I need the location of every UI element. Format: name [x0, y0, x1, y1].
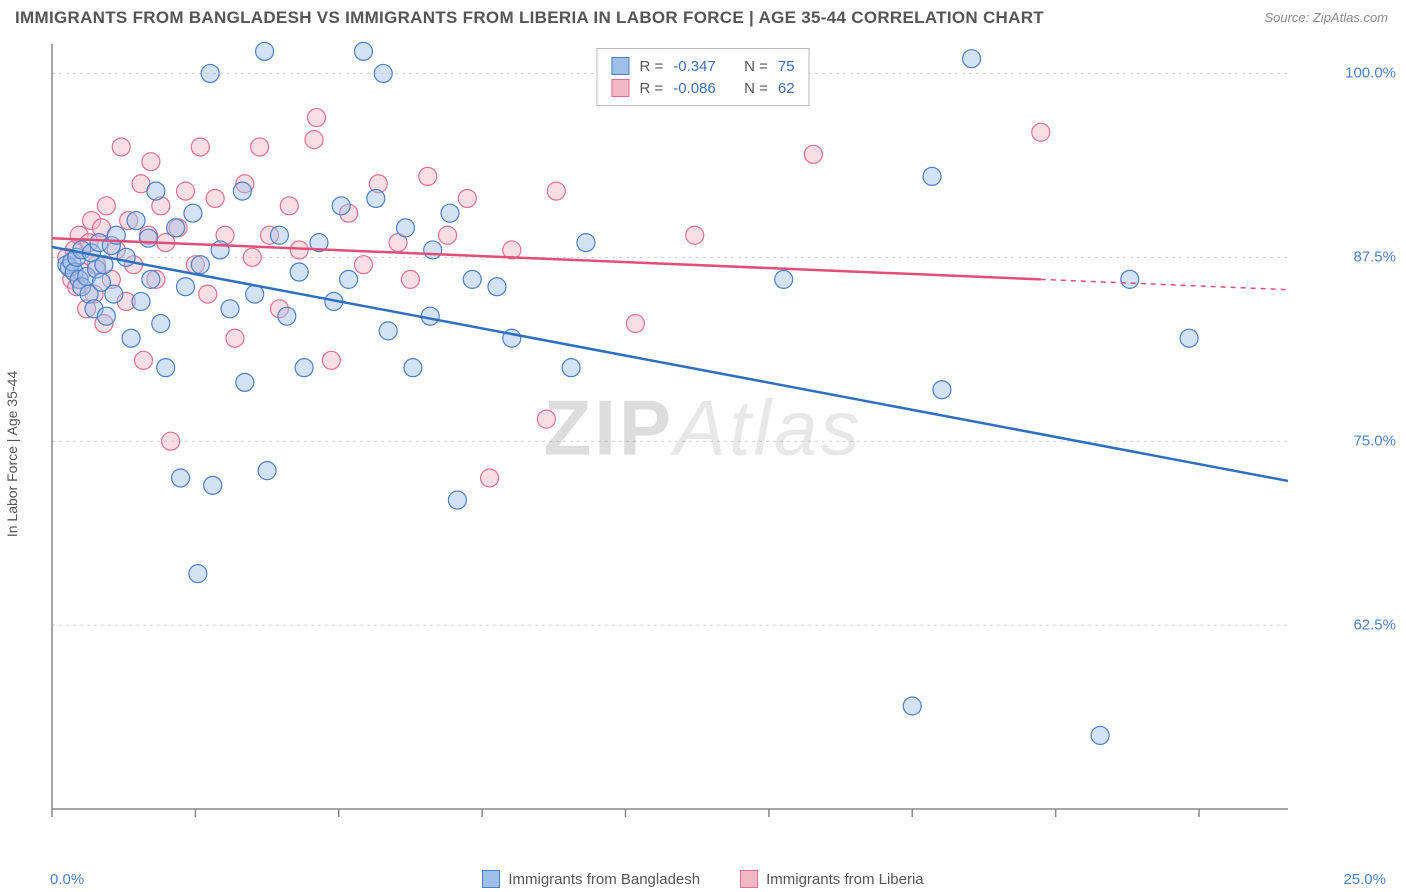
- chart-container: [48, 40, 1348, 845]
- legend-label-2: Immigrants from Liberia: [766, 871, 924, 888]
- bottom-legend: Immigrants from Bangladesh Immigrants fr…: [0, 870, 1406, 888]
- stats-row-series-2: R = -0.086 N = 62: [611, 77, 794, 99]
- swatch-series-1: [611, 57, 629, 75]
- n-value-series-2: 62: [778, 80, 795, 97]
- stats-legend-box: R = -0.347 N = 75 R = -0.086 N = 62: [596, 48, 809, 106]
- r-value-series-2: -0.086: [673, 80, 716, 97]
- n-label: N =: [744, 80, 768, 97]
- r-value-series-1: -0.347: [673, 58, 716, 75]
- legend-label-1: Immigrants from Bangladesh: [508, 871, 700, 888]
- swatch-series-2: [611, 79, 629, 97]
- chart-title: IMMIGRANTS FROM BANGLADESH VS IMMIGRANTS…: [15, 8, 1044, 28]
- legend-swatch-1: [482, 870, 500, 888]
- source-label: Source: ZipAtlas.com: [1264, 10, 1388, 25]
- y-tick-label: 87.5%: [1353, 249, 1396, 266]
- y-axis-label: In Labor Force | Age 35-44: [4, 371, 20, 537]
- y-tick-label: 62.5%: [1353, 617, 1396, 634]
- chart-svg: [48, 40, 1348, 845]
- legend-item-1: Immigrants from Bangladesh: [482, 870, 700, 888]
- legend-swatch-2: [740, 870, 758, 888]
- y-tick-label: 75.0%: [1353, 433, 1396, 450]
- r-label: R =: [639, 58, 663, 75]
- stats-row-series-1: R = -0.347 N = 75: [611, 55, 794, 77]
- legend-item-2: Immigrants from Liberia: [740, 870, 924, 888]
- n-value-series-1: 75: [778, 58, 795, 75]
- y-tick-label: 100.0%: [1345, 65, 1396, 82]
- n-label: N =: [744, 58, 768, 75]
- r-label: R =: [639, 80, 663, 97]
